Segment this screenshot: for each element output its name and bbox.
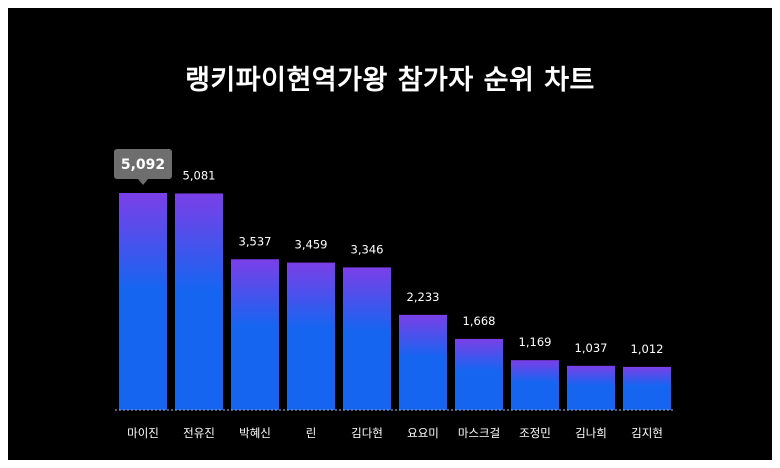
bar-1[interactable] <box>119 193 167 410</box>
bar-8[interactable] <box>511 360 559 410</box>
bar-2[interactable] <box>175 193 223 410</box>
category-label: 린 <box>306 426 317 440</box>
value-label: 5,092 <box>121 157 165 173</box>
bar-7[interactable] <box>455 338 503 410</box>
value-label: 1,668 <box>463 314 496 328</box>
tooltip-arrow <box>138 179 148 185</box>
category-label: 요요미 <box>407 426 439 440</box>
bar-6[interactable] <box>399 314 447 410</box>
bar-9[interactable] <box>567 365 615 410</box>
category-label: 김나희 <box>575 426 607 440</box>
category-label: 조정민 <box>519 426 551 440</box>
bar-chart: 5,081 3,537 3,459 3,346 2,233 1,668 1,169 1,037… <box>114 149 675 440</box>
value-label: 3,346 <box>351 242 384 256</box>
value-label: 5,081 <box>183 168 216 182</box>
value-label: 1,169 <box>519 335 552 349</box>
value-label: 3,459 <box>295 238 328 252</box>
value-label: 2,233 <box>407 290 440 304</box>
category-label: 전유진 <box>183 426 215 440</box>
category-label: 마이진 <box>127 426 159 440</box>
bar-3[interactable] <box>231 259 279 410</box>
category-label: 김다현 <box>351 426 383 440</box>
bar-10[interactable] <box>623 366 671 410</box>
tooltip-box <box>114 149 172 179</box>
category-label: 김지현 <box>631 426 663 440</box>
value-label: 1,037 <box>575 341 608 355</box>
category-label: 박혜신 <box>239 426 271 440</box>
category-label: 마스크걸 <box>458 426 500 440</box>
tooltip: 5,092 <box>114 149 172 185</box>
chart-title: 랭키파이현역가왕 참가자 순위 차트 <box>185 65 595 96</box>
bar-5[interactable] <box>343 267 391 410</box>
value-label: 3,537 <box>239 234 272 248</box>
bar-4[interactable] <box>287 262 335 410</box>
value-label: 1,012 <box>631 342 664 356</box>
chart-frame: 랭키파이현역가왕 참가자 순위 차트 5,081 3,537 3,459 3,346 2… <box>8 8 772 460</box>
